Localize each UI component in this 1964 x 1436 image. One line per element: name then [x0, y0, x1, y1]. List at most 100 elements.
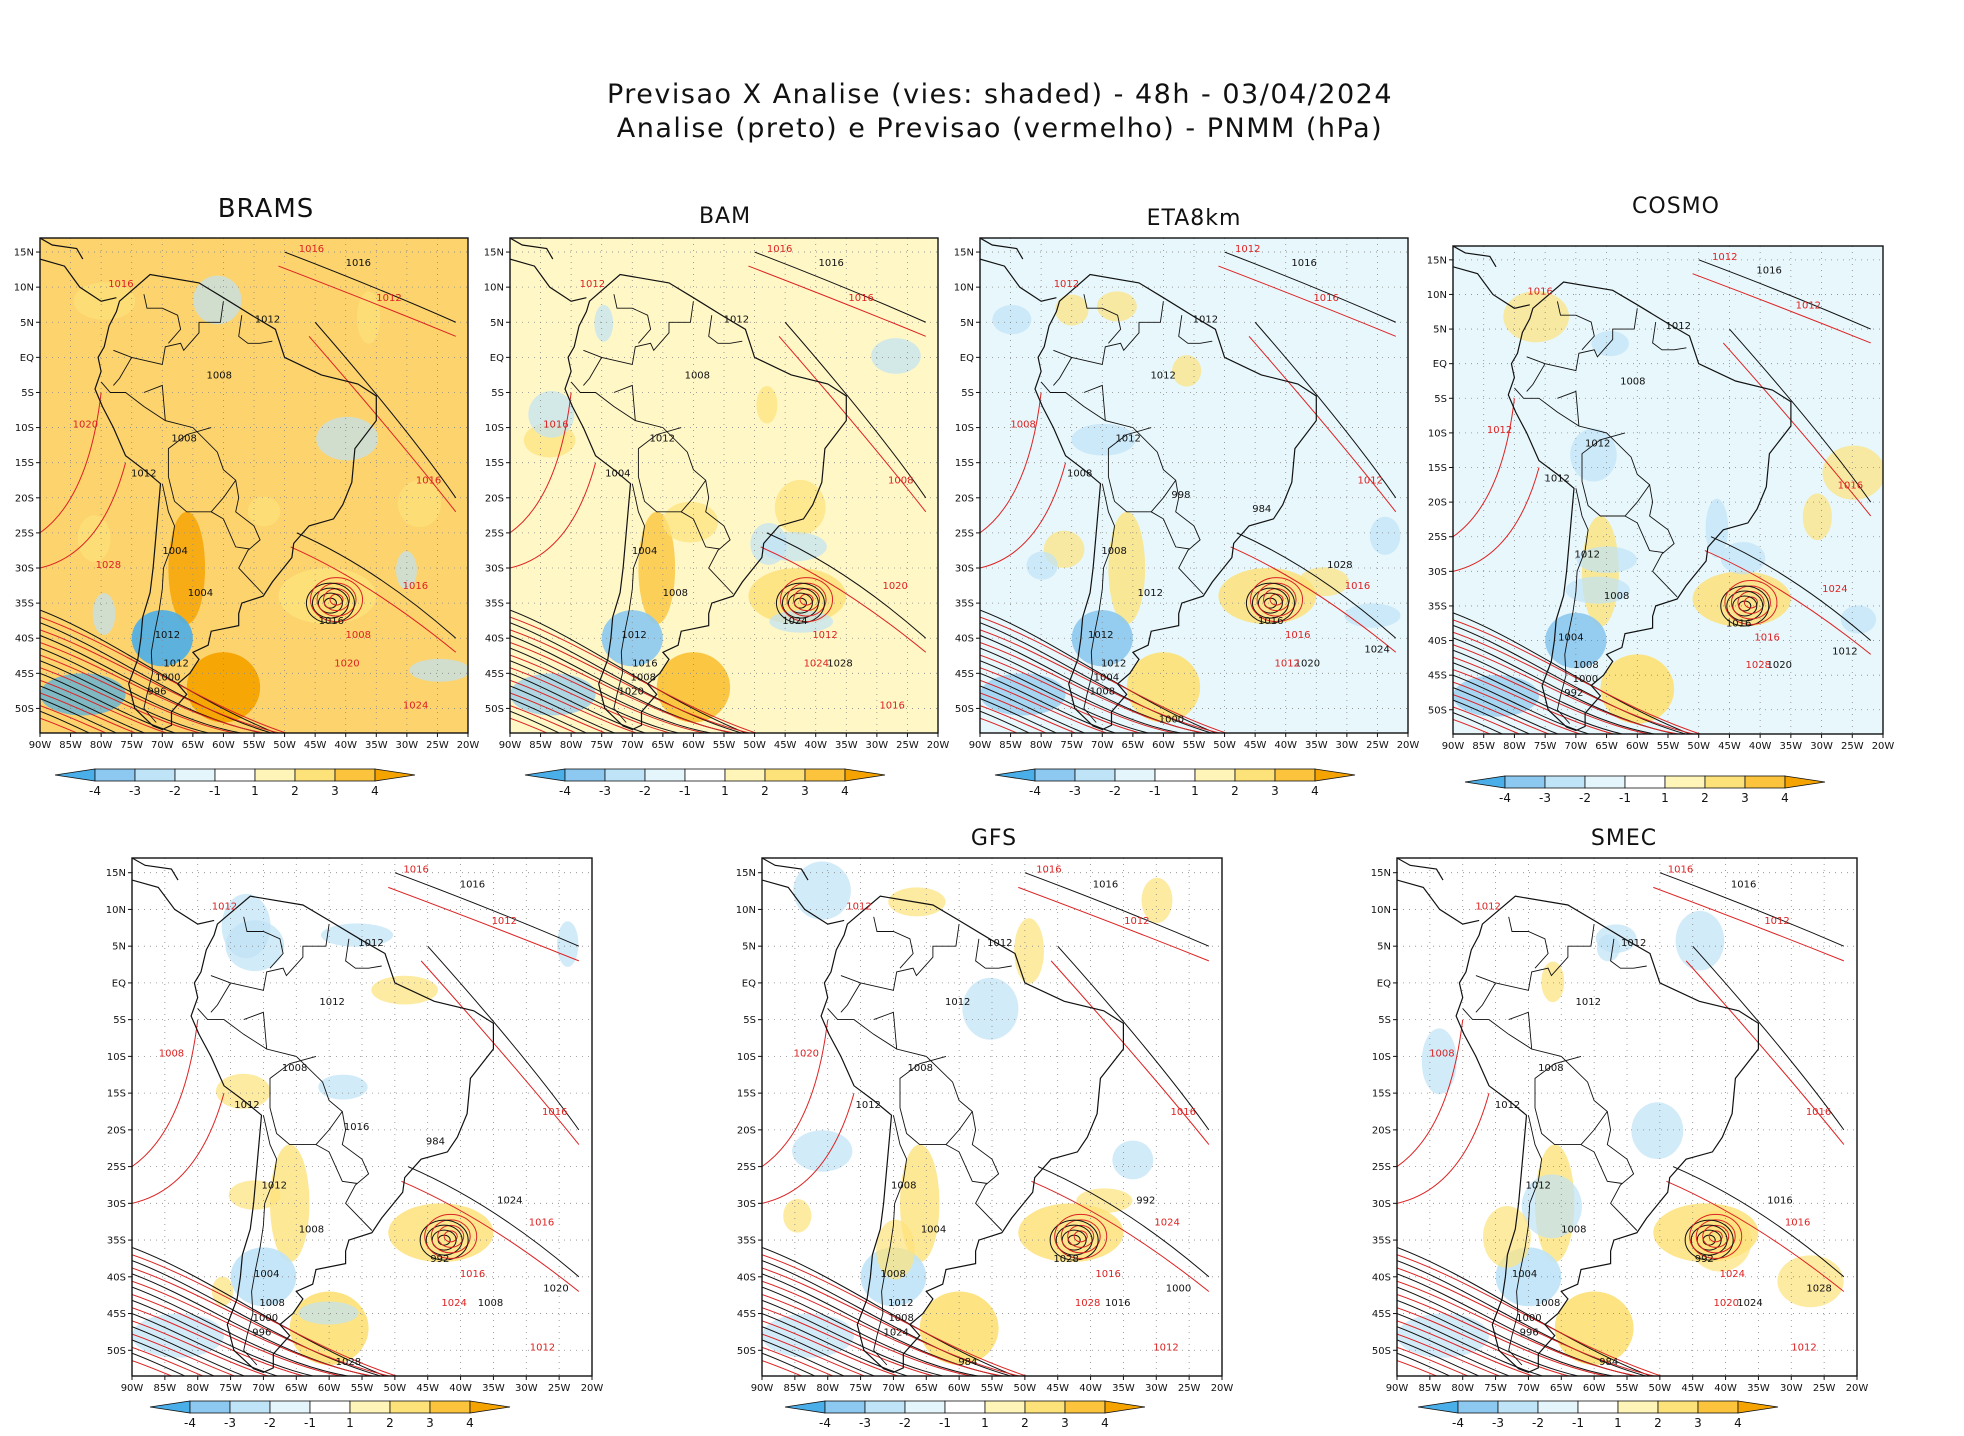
analysis-isobar	[781, 587, 819, 619]
bias-shading	[1018, 1203, 1124, 1263]
lon-label: 45W	[774, 740, 797, 751]
analysis-isobar	[1726, 590, 1764, 622]
forecast-isobar	[308, 335, 457, 513]
forecast-isobar	[510, 679, 639, 733]
analysis-isobar	[1672, 1166, 1845, 1278]
map-panel-smec: 1016 1012 1012 1008 1012 1012 1008 1004 1008 1000…	[1371, 857, 1868, 1394]
lon-label: 45W	[1046, 1383, 1069, 1394]
colorbar-label: 4	[1734, 1416, 1742, 1430]
analysis-isobar	[1453, 712, 1504, 734]
analysis-isobar-label: 992	[1564, 688, 1583, 699]
forecast-isobar	[980, 679, 1109, 733]
colorbar-segment	[54, 768, 96, 782]
panel-title-cosmo: COSMO	[1632, 194, 1720, 219]
colorbar-segment	[334, 768, 376, 782]
forecast-isobar	[1692, 273, 1871, 344]
lon-label: 65W	[285, 1383, 308, 1394]
forecast-isobar-label: 1012	[1796, 300, 1821, 311]
analysis-isobar-label: 1012	[1585, 439, 1610, 450]
colorbar-segment	[269, 1400, 311, 1414]
analysis-isobar-label: 1016	[460, 879, 485, 890]
country-border	[583, 301, 694, 365]
lat-label: 15S	[1372, 1089, 1391, 1100]
analysis-isobar	[40, 660, 211, 733]
lat-label: 10N	[736, 905, 756, 916]
colorbar-label: -1	[679, 784, 691, 798]
lon-label: 70W	[1565, 741, 1588, 752]
analysis-isobar-label: 1008	[880, 1269, 905, 1280]
bias-shading	[1554, 1291, 1634, 1365]
bias-shading	[601, 610, 663, 667]
bias-shading	[356, 291, 381, 344]
forecast-isobar	[980, 392, 1042, 534]
analysis-isobar	[510, 710, 561, 733]
lon-label: 40W	[449, 1383, 472, 1394]
bias-shading	[1421, 1028, 1457, 1095]
analysis-isobar-label: 998	[1171, 490, 1190, 501]
country-border	[345, 938, 382, 969]
forecast-isobar-label: 1012	[580, 279, 605, 290]
analysis-isobar-label: 1008	[663, 588, 688, 599]
analysis-isobar	[132, 1246, 387, 1376]
colorbar-label: 4	[1781, 791, 1789, 805]
analysis-isobar	[1453, 674, 1591, 734]
forecast-isobar	[760, 546, 927, 653]
bias-shading	[656, 652, 731, 723]
lat-label: 30S	[485, 564, 504, 575]
colorbar-label: 2	[386, 1416, 394, 1430]
lon-label: 60W	[318, 1383, 341, 1394]
forecast-isobar	[1397, 1293, 1609, 1376]
colorbar-segment	[1697, 1400, 1739, 1414]
colorbar-label: -1	[209, 784, 221, 798]
lon-label: 50W	[1213, 740, 1236, 751]
bias-shading	[40, 673, 126, 716]
lat-label: EQ	[1377, 978, 1391, 989]
analysis-isobar	[1397, 1286, 1616, 1376]
colorbar-segment	[1074, 768, 1116, 782]
lon-label: 20W	[581, 1383, 604, 1394]
analysis-isobar-label: 1004	[632, 546, 657, 557]
analysis-isobar-label: 1024	[497, 1195, 522, 1206]
analysis-isobar	[407, 1166, 580, 1278]
analysis-isobar-label: 1008	[908, 1063, 933, 1074]
colorbar-segment	[309, 1400, 351, 1414]
analysis-isobar-label: 1012	[888, 1298, 913, 1309]
forecast-isobar	[40, 392, 102, 534]
bias-shading	[371, 975, 438, 1005]
lat-label: 5S	[113, 1015, 126, 1026]
coastline	[510, 258, 587, 302]
colorbar-segment	[1544, 775, 1586, 789]
forecast-isobar-label: 1012	[846, 901, 871, 912]
colorbar-segment	[1617, 1400, 1659, 1414]
analysis-isobar-label: 1004	[921, 1225, 946, 1236]
coastline	[762, 858, 809, 881]
colorbar-segment	[1314, 768, 1356, 782]
forecast-isobar	[1067, 1224, 1095, 1248]
bias-shading	[1600, 654, 1675, 724]
forecast-isobar	[762, 1333, 866, 1376]
forecast-isobar-label: 1016	[529, 1217, 554, 1228]
lon-label: 80W	[1451, 1383, 1474, 1394]
forecast-isobar-label: 1020	[882, 581, 907, 592]
analysis-isobar-label: 1012	[945, 997, 970, 1008]
lon-label: 90W	[29, 740, 52, 751]
lat-label: 25S	[485, 528, 504, 539]
lon-label: 55W	[1183, 740, 1206, 751]
forecast-isobar-label: 1008	[1010, 420, 1035, 431]
country-border	[1475, 982, 1496, 1013]
analysis-isobar-label: 1024	[1737, 1298, 1762, 1309]
lon-label: 60W	[1626, 741, 1649, 752]
colorbar-segment	[1034, 768, 1076, 782]
lon-label: 85W	[154, 1383, 177, 1394]
forecast-isobar-label: 1016	[879, 700, 904, 711]
analysis-isobar-label: 1012	[1832, 646, 1857, 657]
coastline	[510, 238, 554, 260]
colorbar-label: -1	[304, 1416, 316, 1430]
map-panel-model5: 1016 1012 1012 1008 1012 1012 1008 1004 1008 1000…	[106, 857, 603, 1394]
forecast-isobar	[420, 960, 580, 1145]
analysis-isobar-label: 1008	[171, 434, 196, 445]
forecast-isobar-label: 1016	[1036, 865, 1061, 876]
country-border	[1053, 357, 1073, 386]
colorbar-segment	[429, 1400, 471, 1414]
forecast-isobar	[310, 577, 364, 623]
